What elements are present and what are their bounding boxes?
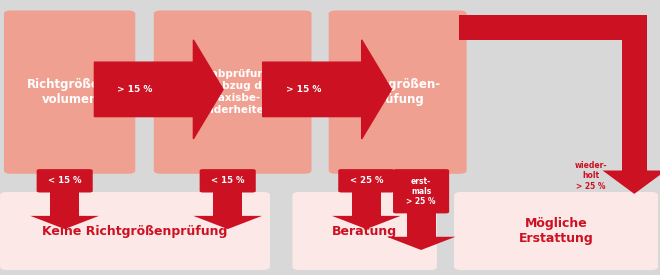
Text: > 15 %: > 15 %: [286, 85, 321, 94]
Text: < 15 %: < 15 %: [48, 176, 81, 185]
Polygon shape: [603, 170, 660, 194]
FancyBboxPatch shape: [454, 192, 658, 270]
Text: Richtgrößen-
prüfung: Richtgrößen- prüfung: [354, 78, 441, 106]
Text: wieder-
holt
> 25 %: wieder- holt > 25 %: [574, 161, 607, 191]
FancyBboxPatch shape: [154, 10, 312, 174]
FancyBboxPatch shape: [199, 169, 255, 192]
FancyBboxPatch shape: [4, 10, 135, 174]
Text: < 25 %: < 25 %: [350, 176, 383, 185]
FancyBboxPatch shape: [292, 192, 437, 270]
FancyBboxPatch shape: [329, 10, 467, 174]
Text: Beratung: Beratung: [332, 224, 397, 238]
Polygon shape: [50, 191, 79, 216]
Text: Keine Richtgrößenprüfung: Keine Richtgrößenprüfung: [42, 224, 228, 238]
Text: Richtgrößen-
volumen: Richtgrößen- volumen: [26, 78, 113, 106]
Polygon shape: [30, 216, 99, 229]
Text: erst-
mals
> 25 %: erst- mals > 25 %: [407, 177, 436, 206]
Text: > 15 %: > 15 %: [117, 85, 152, 94]
FancyBboxPatch shape: [393, 169, 449, 213]
Text: Vorabprüfung
mit Abzug der
Praxisbe-
sonderheiten: Vorabprüfung mit Abzug der Praxisbe- son…: [191, 69, 274, 115]
Polygon shape: [387, 237, 455, 250]
FancyBboxPatch shape: [0, 192, 270, 270]
Text: Mögliche
Erstattung: Mögliche Erstattung: [519, 217, 593, 245]
Polygon shape: [622, 40, 647, 170]
FancyBboxPatch shape: [339, 169, 395, 192]
Polygon shape: [459, 15, 647, 40]
Polygon shape: [352, 191, 381, 216]
Polygon shape: [332, 216, 401, 229]
FancyBboxPatch shape: [37, 169, 92, 192]
Polygon shape: [213, 191, 242, 216]
Polygon shape: [193, 216, 262, 229]
Polygon shape: [94, 40, 223, 139]
Polygon shape: [263, 40, 391, 139]
Text: < 15 %: < 15 %: [211, 176, 244, 185]
Polygon shape: [407, 212, 436, 237]
